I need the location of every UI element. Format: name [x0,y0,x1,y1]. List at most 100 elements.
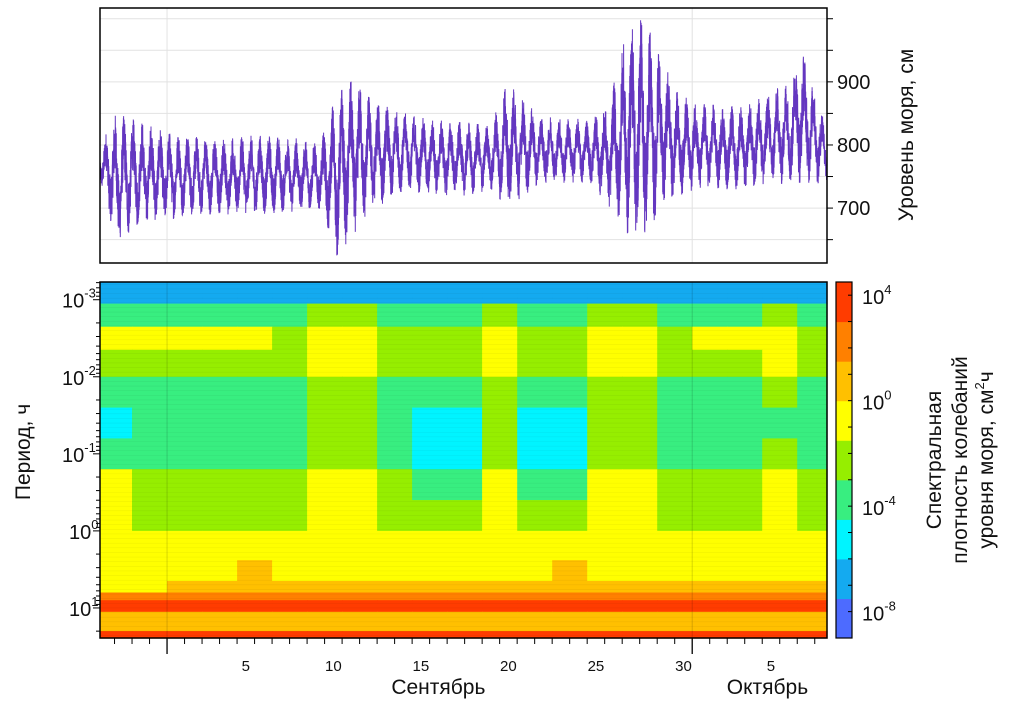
heatmap-cell [622,560,658,582]
heatmap-cell [797,560,828,582]
heatmap-cell [272,530,308,561]
heatmap-cell [727,438,763,470]
heatmap-cell [727,592,763,601]
heatmap-cell [167,407,203,439]
heatmap-cell [727,530,763,561]
heatmap-cell [482,376,518,409]
heatmap-cell [762,303,798,328]
heatmap-cell [797,376,828,409]
heatmap-cell [797,407,828,439]
heatmap-cell [657,376,693,409]
heatmap-cell [692,581,728,594]
heatmap-cell [622,581,658,594]
heatmap-cell [307,349,343,378]
heatmap-cell [692,303,728,328]
heatmap-cell [447,592,483,601]
heatmap-cell [622,631,658,639]
colorbar-band [836,321,852,362]
heatmap-cell [622,592,658,601]
heatmap-cell [272,469,308,501]
heatmap-cell [727,469,763,501]
heatmap-cell [517,500,553,532]
heatmap-cell [552,631,588,639]
colorbar-label-line2: плотность колебаний [949,356,972,564]
heatmap-cell [482,438,518,470]
heatmap-cell [692,611,728,632]
heatmap-cell [132,592,168,601]
heatmap-cell [447,469,483,501]
heatmap-cell [307,469,343,501]
heatmap-cell [167,376,203,409]
heatmap-cell [797,438,828,470]
heatmap-cell [727,282,763,305]
heatmap-cell [202,592,238,601]
heatmap-cell [412,500,448,532]
heatmap-cell [797,326,828,351]
heatmap-cell [132,438,168,470]
heatmap-cell [342,376,378,409]
heatmap-cell [167,600,203,613]
heatmap-cell [202,560,238,582]
heatmap-cell [272,407,308,439]
heatmap-cell [622,326,658,351]
heatmap-cell [657,631,693,639]
heatmap-cell [797,592,828,601]
heatmap-cell [727,600,763,613]
heatmap-cell [622,349,658,378]
heatmap-y-tick-label: 10-1 [62,440,96,467]
colorbar-label-line1: Спектральная [923,391,946,529]
heatmap-cell [342,349,378,378]
heatmap-cell [272,303,308,328]
heatmap-cell [482,611,518,632]
heatmap-cell [342,530,378,561]
heatmap-cell [692,592,728,601]
heatmap-cell [552,376,588,409]
heatmap-cell [412,560,448,582]
heatmap-cell [377,438,413,470]
heatmap-cell [132,560,168,582]
heatmap-cell [167,581,203,594]
heatmap-cell [412,326,448,351]
heatmap-cell [657,592,693,601]
heatmap-cell [100,376,133,409]
heatmap-cell [447,407,483,439]
heatmap-cell [237,631,273,639]
heatmap-cell [272,581,308,594]
heatmap-cell [237,560,273,582]
heatmap-cell [272,631,308,639]
heatmap-cell [412,303,448,328]
heatmap-y-tick-label: 10-2 [62,363,96,390]
heatmap-cell [167,592,203,601]
heatmap-cell [517,631,553,639]
heatmap-cell [132,581,168,594]
heatmap-cell [657,560,693,582]
heatmap-cell [412,349,448,378]
heatmap-cell [622,469,658,501]
heatmap-cell [587,581,623,594]
heatmap-cell [342,592,378,601]
heatmap-cell [622,600,658,613]
heatmap-cell [517,303,553,328]
heatmap-cell [447,303,483,328]
heatmap-cell [657,438,693,470]
heatmap-cell [377,326,413,351]
heatmap-cell [412,600,448,613]
heatmap-cell [447,631,483,639]
heatmap-y-tick-label: 10-3 [62,286,96,313]
heatmap-cell [587,631,623,639]
heatmap-cell [342,282,378,305]
heatmap-grid [100,282,827,638]
heatmap-cell [100,349,133,378]
heatmap-cell [167,500,203,532]
heatmap-cell [272,611,308,632]
heatmap-cell [342,407,378,439]
heatmap-cell [692,349,728,378]
heatmap-cell [202,600,238,613]
heatmap-cell [482,631,518,639]
heatmap-cell [307,438,343,470]
heatmap-cell [657,349,693,378]
heatmap-cell [412,282,448,305]
heatmap-cell [622,376,658,409]
heatmap-cell [727,581,763,594]
heatmap-cell [762,500,798,532]
